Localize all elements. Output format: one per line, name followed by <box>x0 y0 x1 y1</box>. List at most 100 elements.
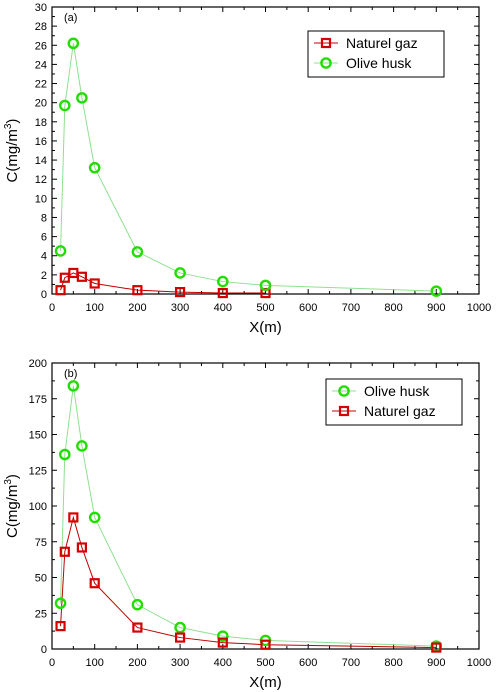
legend-marker <box>320 37 332 49</box>
data-point-olive-husk <box>88 161 101 174</box>
legend-marker <box>338 405 350 417</box>
x-tick-label: 800 <box>384 657 402 669</box>
x-tick-label: 900 <box>427 302 445 314</box>
x-tick-label: 400 <box>214 657 232 669</box>
data-point-olive-husk <box>430 285 443 297</box>
data-point-naturel-gaz <box>132 285 143 296</box>
series-line-olive-husk <box>60 43 437 292</box>
x-tick-label: 500 <box>256 302 274 314</box>
data-point-naturel-gaz <box>76 271 87 282</box>
legend-label: Olive husk <box>364 383 430 399</box>
x-tick-label: 100 <box>86 302 104 314</box>
y-tick-label: 25 <box>35 608 47 620</box>
y-tick-label: 28 <box>35 21 47 33</box>
chart-panel-2: 0 100 200 300 400 500 600 700 800 900 1000 0 25 50 75 1… <box>3 358 491 691</box>
data-point-naturel-gaz <box>217 287 228 299</box>
y-tick-label: 16 <box>35 136 47 148</box>
x-tick-label: 800 <box>384 302 402 314</box>
y-tick-label: 8 <box>41 212 47 224</box>
y-tick-label: 26 <box>35 40 47 52</box>
data-point-naturel-gaz <box>76 542 87 553</box>
x-axis-title: X(m) <box>249 319 282 336</box>
legend-label: Naturel gaz <box>364 403 436 419</box>
x-tick-label: 700 <box>342 302 360 314</box>
y-tick-label: 18 <box>35 117 47 129</box>
y-tick-label: 125 <box>29 465 47 477</box>
x-tick-label: 300 <box>171 302 189 314</box>
y-tick-label: 175 <box>29 394 47 406</box>
x-tick-label: 100 <box>86 657 104 669</box>
y-tick-label: 30 <box>35 2 47 14</box>
data-point-naturel-gaz <box>55 621 66 632</box>
data-point-olive-husk <box>259 279 272 292</box>
y-tick-label: 24 <box>35 59 47 71</box>
y-tick-label: 22 <box>35 79 47 91</box>
legend-marker <box>320 57 332 69</box>
data-point-olive-husk <box>88 511 101 524</box>
legend-label: Olive husk <box>346 55 412 71</box>
x-tick-label: 0 <box>49 657 55 669</box>
data-point-naturel-gaz <box>59 546 70 557</box>
data-point-olive-husk <box>216 275 229 288</box>
x-tick-label: 1000 <box>467 657 491 669</box>
y-tick-label: 50 <box>35 573 47 585</box>
data-point-olive-husk <box>174 267 186 279</box>
x-axis-title: X(m) <box>249 674 282 691</box>
x-tick-label: 500 <box>256 657 274 669</box>
x-tick-label: 600 <box>299 657 317 669</box>
data-point-naturel-gaz <box>89 578 100 589</box>
legend-box <box>325 378 463 426</box>
y-tick-label: 4 <box>41 251 47 263</box>
y-tick-label: 20 <box>35 98 47 110</box>
y-tick-label: 0 <box>41 644 47 656</box>
data-point-naturel-gaz <box>68 512 79 523</box>
data-point-naturel-gaz <box>217 637 228 648</box>
x-tick-label: 0 <box>49 302 55 314</box>
x-tick-label: 700 <box>342 657 360 669</box>
y-tick-label: 0 <box>41 289 47 301</box>
data-point-olive-husk <box>54 245 67 257</box>
data-point-olive-husk <box>76 440 88 452</box>
x-tick-label: 200 <box>128 302 146 314</box>
data-point-olive-husk <box>59 448 71 461</box>
data-point-olive-husk <box>67 380 80 392</box>
y-tick-label: 14 <box>35 155 47 167</box>
data-point-naturel-gaz <box>260 639 271 650</box>
y-tick-label: 200 <box>29 358 47 370</box>
data-point-olive-husk <box>131 598 144 611</box>
series-line-naturel-gaz <box>60 515 437 649</box>
legend-label: Naturel gaz <box>346 35 418 51</box>
data-point-naturel-gaz <box>89 278 100 289</box>
data-point-naturel-gaz <box>431 642 442 653</box>
data-point-olive-husk <box>54 597 67 610</box>
data-point-olive-husk <box>174 621 186 634</box>
data-point-naturel-gaz <box>132 622 143 633</box>
x-tick-label: 200 <box>128 657 146 669</box>
data-point-olive-husk <box>67 37 80 50</box>
data-point-naturel-gaz <box>175 632 186 643</box>
data-point-olive-husk <box>59 99 71 112</box>
data-point-olive-husk <box>216 630 229 642</box>
panel-label: (a) <box>64 12 77 24</box>
x-tick-label: 600 <box>299 302 317 314</box>
data-point-olive-husk <box>131 246 144 258</box>
legend-marker <box>338 385 350 397</box>
y-tick-label: 150 <box>29 430 47 442</box>
series-line-naturel-gaz <box>60 272 266 294</box>
y-tick-label: 12 <box>35 174 47 186</box>
x-tick-label: 300 <box>171 657 189 669</box>
y-tick-label: 6 <box>41 232 47 244</box>
x-tick-label: 1000 <box>467 302 491 314</box>
data-point-naturel-gaz <box>55 285 66 296</box>
y-axis-title: C(mg/m3) <box>3 119 21 183</box>
y-tick-label: 100 <box>29 501 47 513</box>
series-line-olive-husk <box>60 385 437 647</box>
y-tick-label: 2 <box>41 270 47 282</box>
data-point-naturel-gaz <box>175 286 186 298</box>
y-tick-label: 75 <box>35 537 47 549</box>
data-point-olive-husk <box>76 92 88 104</box>
x-tick-label: 400 <box>214 302 232 314</box>
x-tick-label: 900 <box>427 657 445 669</box>
y-tick-label: 10 <box>35 193 47 205</box>
